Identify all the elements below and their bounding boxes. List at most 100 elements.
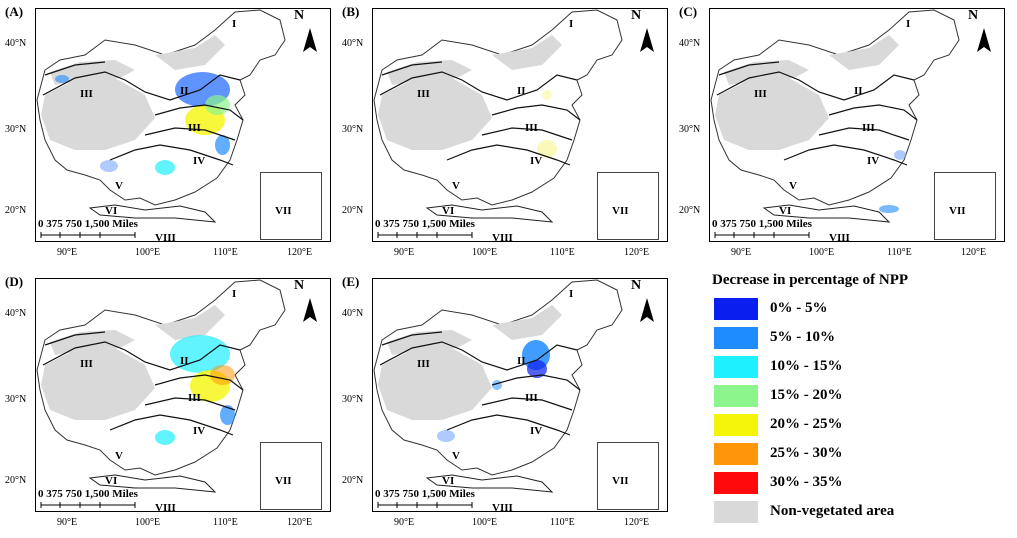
legend-label: 10% - 15%: [770, 358, 843, 374]
china-outline: [373, 9, 623, 206]
zone-boundary: [381, 61, 443, 76]
zone-boundary: [44, 61, 106, 76]
npp-decrease-patch: [437, 430, 455, 442]
non-vegetated-area: [155, 35, 225, 70]
legend-swatch: [714, 414, 758, 436]
region-label: VII: [612, 475, 629, 487]
lat-tick-label: 40°N: [342, 308, 364, 319]
zone-boundary: [828, 104, 918, 121]
legend-swatch: [714, 501, 758, 523]
legend-label: 15% - 20%: [770, 387, 843, 403]
map-panel-d: (D) 40°N 30°N 20°N 90°E 100°E 110°E 120°E 0 375 …: [5, 270, 338, 538]
lat-tick-label: 40°N: [342, 38, 364, 49]
region-label: III: [417, 358, 430, 370]
npp-decrease-patch: [220, 405, 235, 425]
north-label: N: [631, 278, 642, 293]
region-label: III: [754, 88, 767, 100]
china-map: [710, 9, 991, 238]
lon-tick-label: 90°E: [57, 517, 78, 528]
southern-coast: [762, 204, 891, 223]
region-label: IV: [530, 155, 543, 167]
region-label: II: [517, 355, 526, 367]
zone-boundary: [109, 144, 234, 166]
lon-tick-label: 100°E: [809, 247, 835, 258]
region-label: VIII: [492, 502, 513, 514]
region-label: IV: [193, 155, 206, 167]
legend-swatch: [714, 298, 758, 320]
north-arrow: [977, 28, 991, 52]
zone-boundary: [154, 104, 244, 121]
npp-decrease-patch: [542, 90, 552, 100]
region-label: I: [906, 18, 911, 30]
southern-coast: [88, 204, 217, 223]
lat-tick-label: 20°N: [679, 205, 701, 216]
zone-boundary: [42, 71, 241, 101]
lon-tick-label: 90°E: [394, 517, 415, 528]
region-label: V: [452, 450, 460, 462]
scale-bar: [714, 232, 810, 238]
region-label: VIII: [492, 232, 513, 244]
npp-decrease-patch: [210, 365, 235, 385]
legend-item: 10% - 15%: [714, 356, 1012, 380]
npp-decrease-patch: [55, 75, 69, 83]
scale-label: 0 375 750 1,500 Miles: [38, 488, 138, 500]
panel-label: (E): [342, 274, 360, 289]
region-label: III: [525, 392, 538, 404]
lat-tick-label: 30°N: [5, 394, 27, 405]
npp-decrease-patch: [879, 205, 899, 213]
region-label: I: [569, 18, 574, 30]
lon-tick-label: 90°E: [731, 247, 752, 258]
map-panel-c: (C) 40°N 30°N 20°N 90°E 100°E 110°E 120°E 0 375 …: [679, 0, 1012, 268]
non-vegetated-area: [155, 305, 225, 340]
zone-boundary: [381, 331, 443, 346]
map-frame: [372, 8, 668, 242]
southern-coast: [88, 474, 217, 493]
region-label: VI: [442, 475, 455, 487]
china-outline: [36, 9, 286, 206]
south-china-sea-inset: [260, 442, 322, 510]
region-label: VIII: [155, 232, 176, 244]
non-vegetated-area: [41, 348, 155, 420]
panel-label: (A): [5, 4, 24, 19]
region-label: IV: [530, 425, 543, 437]
panel-label: (B): [342, 4, 360, 19]
lat-tick-label: 20°N: [342, 205, 364, 216]
non-vegetated-area: [829, 35, 899, 70]
non-vegetated-area: [41, 78, 155, 150]
south-china-sea-inset: [260, 172, 322, 240]
southern-coast: [425, 474, 554, 493]
north-arrow: [303, 28, 317, 52]
lon-tick-label: 120°E: [624, 517, 650, 528]
map-frame: [709, 8, 1005, 242]
region-label: III: [525, 122, 538, 134]
map-panel-a: (A) 40°N 30°N 20°N 90°E 100°E 110°E 120°E 0 375 …: [5, 0, 338, 268]
non-vegetated-area: [715, 78, 829, 150]
scale-bar: [40, 502, 136, 508]
region-label: III: [417, 88, 430, 100]
region-label: III: [80, 88, 93, 100]
npp-decrease-patch: [537, 140, 557, 158]
zone-boundary: [446, 414, 571, 436]
north-arrow: [303, 298, 317, 322]
region-label: V: [115, 180, 123, 192]
region-label: VIII: [155, 502, 176, 514]
lat-tick-label: 30°N: [342, 394, 364, 405]
region-label: VII: [275, 475, 292, 487]
lon-tick-label: 110°E: [550, 517, 575, 528]
lon-tick-label: 120°E: [287, 247, 313, 258]
scale-label: 0 375 750 1,500 Miles: [375, 488, 475, 500]
panel-label: (C): [679, 4, 698, 19]
npp-decrease-patch: [205, 95, 230, 115]
region-label: II: [854, 85, 863, 97]
region-label: II: [180, 85, 189, 97]
south-china-sea-inset: [597, 442, 659, 510]
legend-item: 0% - 5%: [714, 298, 1012, 322]
legend-swatch: [714, 385, 758, 407]
region-label: III: [188, 392, 201, 404]
legend-label: 5% - 10%: [770, 329, 835, 345]
zone-boundary: [379, 71, 578, 101]
zone-boundary: [481, 397, 573, 411]
region-label: II: [517, 85, 526, 97]
lon-tick-label: 110°E: [550, 247, 575, 258]
region-label: IV: [867, 155, 880, 167]
